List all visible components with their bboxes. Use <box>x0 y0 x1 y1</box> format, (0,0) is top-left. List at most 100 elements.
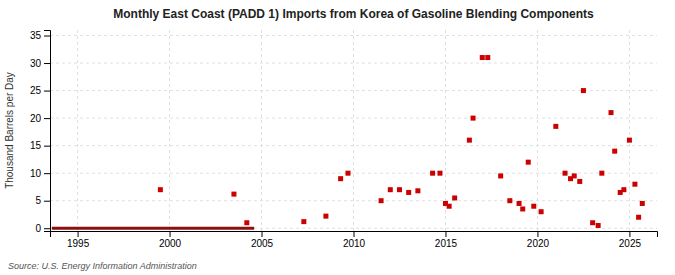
point <box>338 176 343 181</box>
x-tick-mark <box>445 231 446 237</box>
x-tick: 2015 <box>435 231 458 249</box>
point <box>627 138 632 143</box>
x-tick: 1995 <box>67 231 90 249</box>
point <box>590 220 595 225</box>
point <box>415 188 420 193</box>
chart: 1995200020052010201520202025051015202530… <box>0 0 675 275</box>
y-grid-line <box>50 118 657 119</box>
point <box>507 198 512 203</box>
point <box>632 182 637 187</box>
x-tick-label: 2025 <box>619 238 642 249</box>
point <box>430 171 435 176</box>
y-tick-mark <box>44 63 50 64</box>
y-grid-line <box>50 35 657 36</box>
point <box>485 55 490 60</box>
y-tick-label: 5 <box>35 195 41 206</box>
y-tick-mark <box>44 36 50 37</box>
point <box>572 173 577 178</box>
title: Monthly East Coast (PADD 1) Imports from… <box>113 7 594 21</box>
y-tick-label: 20 <box>30 113 42 124</box>
point <box>609 110 614 115</box>
point <box>636 215 641 220</box>
point <box>596 223 601 228</box>
y-tick: 0 <box>35 223 50 234</box>
point <box>520 206 525 211</box>
y-tick-label: 0 <box>35 223 41 234</box>
y-tick-mark <box>44 118 50 119</box>
x-grid-line <box>261 30 262 231</box>
point <box>471 116 476 121</box>
point <box>480 55 485 60</box>
x-tick: 2025 <box>619 231 642 249</box>
point <box>323 214 328 219</box>
point <box>640 201 645 206</box>
y-tick-mark <box>44 146 50 147</box>
y-tick: 5 <box>35 195 50 206</box>
y-axis-line <box>44 31 51 232</box>
point <box>539 209 544 214</box>
x-axis-line <box>51 232 658 238</box>
x-tick: 2000 <box>159 231 182 249</box>
point <box>345 171 350 176</box>
y-tick-label: 15 <box>30 140 42 151</box>
y-tick-label: 30 <box>30 58 42 69</box>
point <box>231 192 236 197</box>
x-tick: 2020 <box>527 231 550 249</box>
point <box>531 204 536 209</box>
scatter-series <box>158 55 645 228</box>
point <box>388 187 393 192</box>
plot-area <box>52 55 645 228</box>
x-grid-line <box>77 30 78 231</box>
y-tick: 20 <box>30 113 50 124</box>
point <box>526 160 531 165</box>
x-tick-label: 1995 <box>67 238 90 249</box>
point <box>553 124 558 129</box>
y-tick-mark <box>44 228 50 229</box>
point <box>467 138 472 143</box>
point <box>612 149 617 154</box>
x-tick-mark <box>537 231 538 237</box>
y-axis-title: Thousand Barrels per Day <box>4 72 15 189</box>
point <box>406 190 411 195</box>
y-tick-mark <box>44 91 50 92</box>
x-tick-mark <box>354 231 355 237</box>
source: Source: U.S. Energy Information Administ… <box>8 261 197 271</box>
x-tick: 2010 <box>343 231 366 249</box>
y-tick-label: 35 <box>30 30 42 41</box>
x-grid-line <box>537 30 538 231</box>
grid <box>50 30 657 231</box>
point <box>599 171 604 176</box>
y-tick: 30 <box>30 58 50 69</box>
point <box>244 220 249 225</box>
y-tick: 10 <box>30 168 50 179</box>
point <box>447 204 452 209</box>
x-grid-line <box>353 30 354 231</box>
x-tick-label: 2015 <box>435 238 458 249</box>
y-tick: 15 <box>30 140 50 151</box>
point <box>437 171 442 176</box>
point <box>577 179 582 184</box>
x-tick-label: 2000 <box>159 238 182 249</box>
point <box>379 198 384 203</box>
x-tick-label: 2005 <box>251 238 274 249</box>
x-tick-label: 2010 <box>343 238 366 249</box>
point <box>452 195 457 200</box>
y-tick-label: 10 <box>30 168 42 179</box>
point <box>158 187 163 192</box>
x-grid-line <box>629 30 630 231</box>
y-tick: 35 <box>30 30 50 41</box>
x-grid-line <box>445 30 446 231</box>
line <box>52 227 254 230</box>
point <box>397 187 402 192</box>
x-tick-mark <box>78 231 79 237</box>
x-tick-mark <box>262 231 263 237</box>
x-tick-mark <box>170 231 171 237</box>
point <box>581 88 586 93</box>
y-tick-label: 25 <box>30 85 42 96</box>
point <box>621 187 626 192</box>
point <box>301 219 306 224</box>
x-tick-label: 2020 <box>527 238 550 249</box>
x-axis: 1995 2000 2005 2010 2015 2020 2025 <box>51 231 658 249</box>
y-tick-mark <box>44 173 50 174</box>
x-grid-line <box>169 30 170 231</box>
